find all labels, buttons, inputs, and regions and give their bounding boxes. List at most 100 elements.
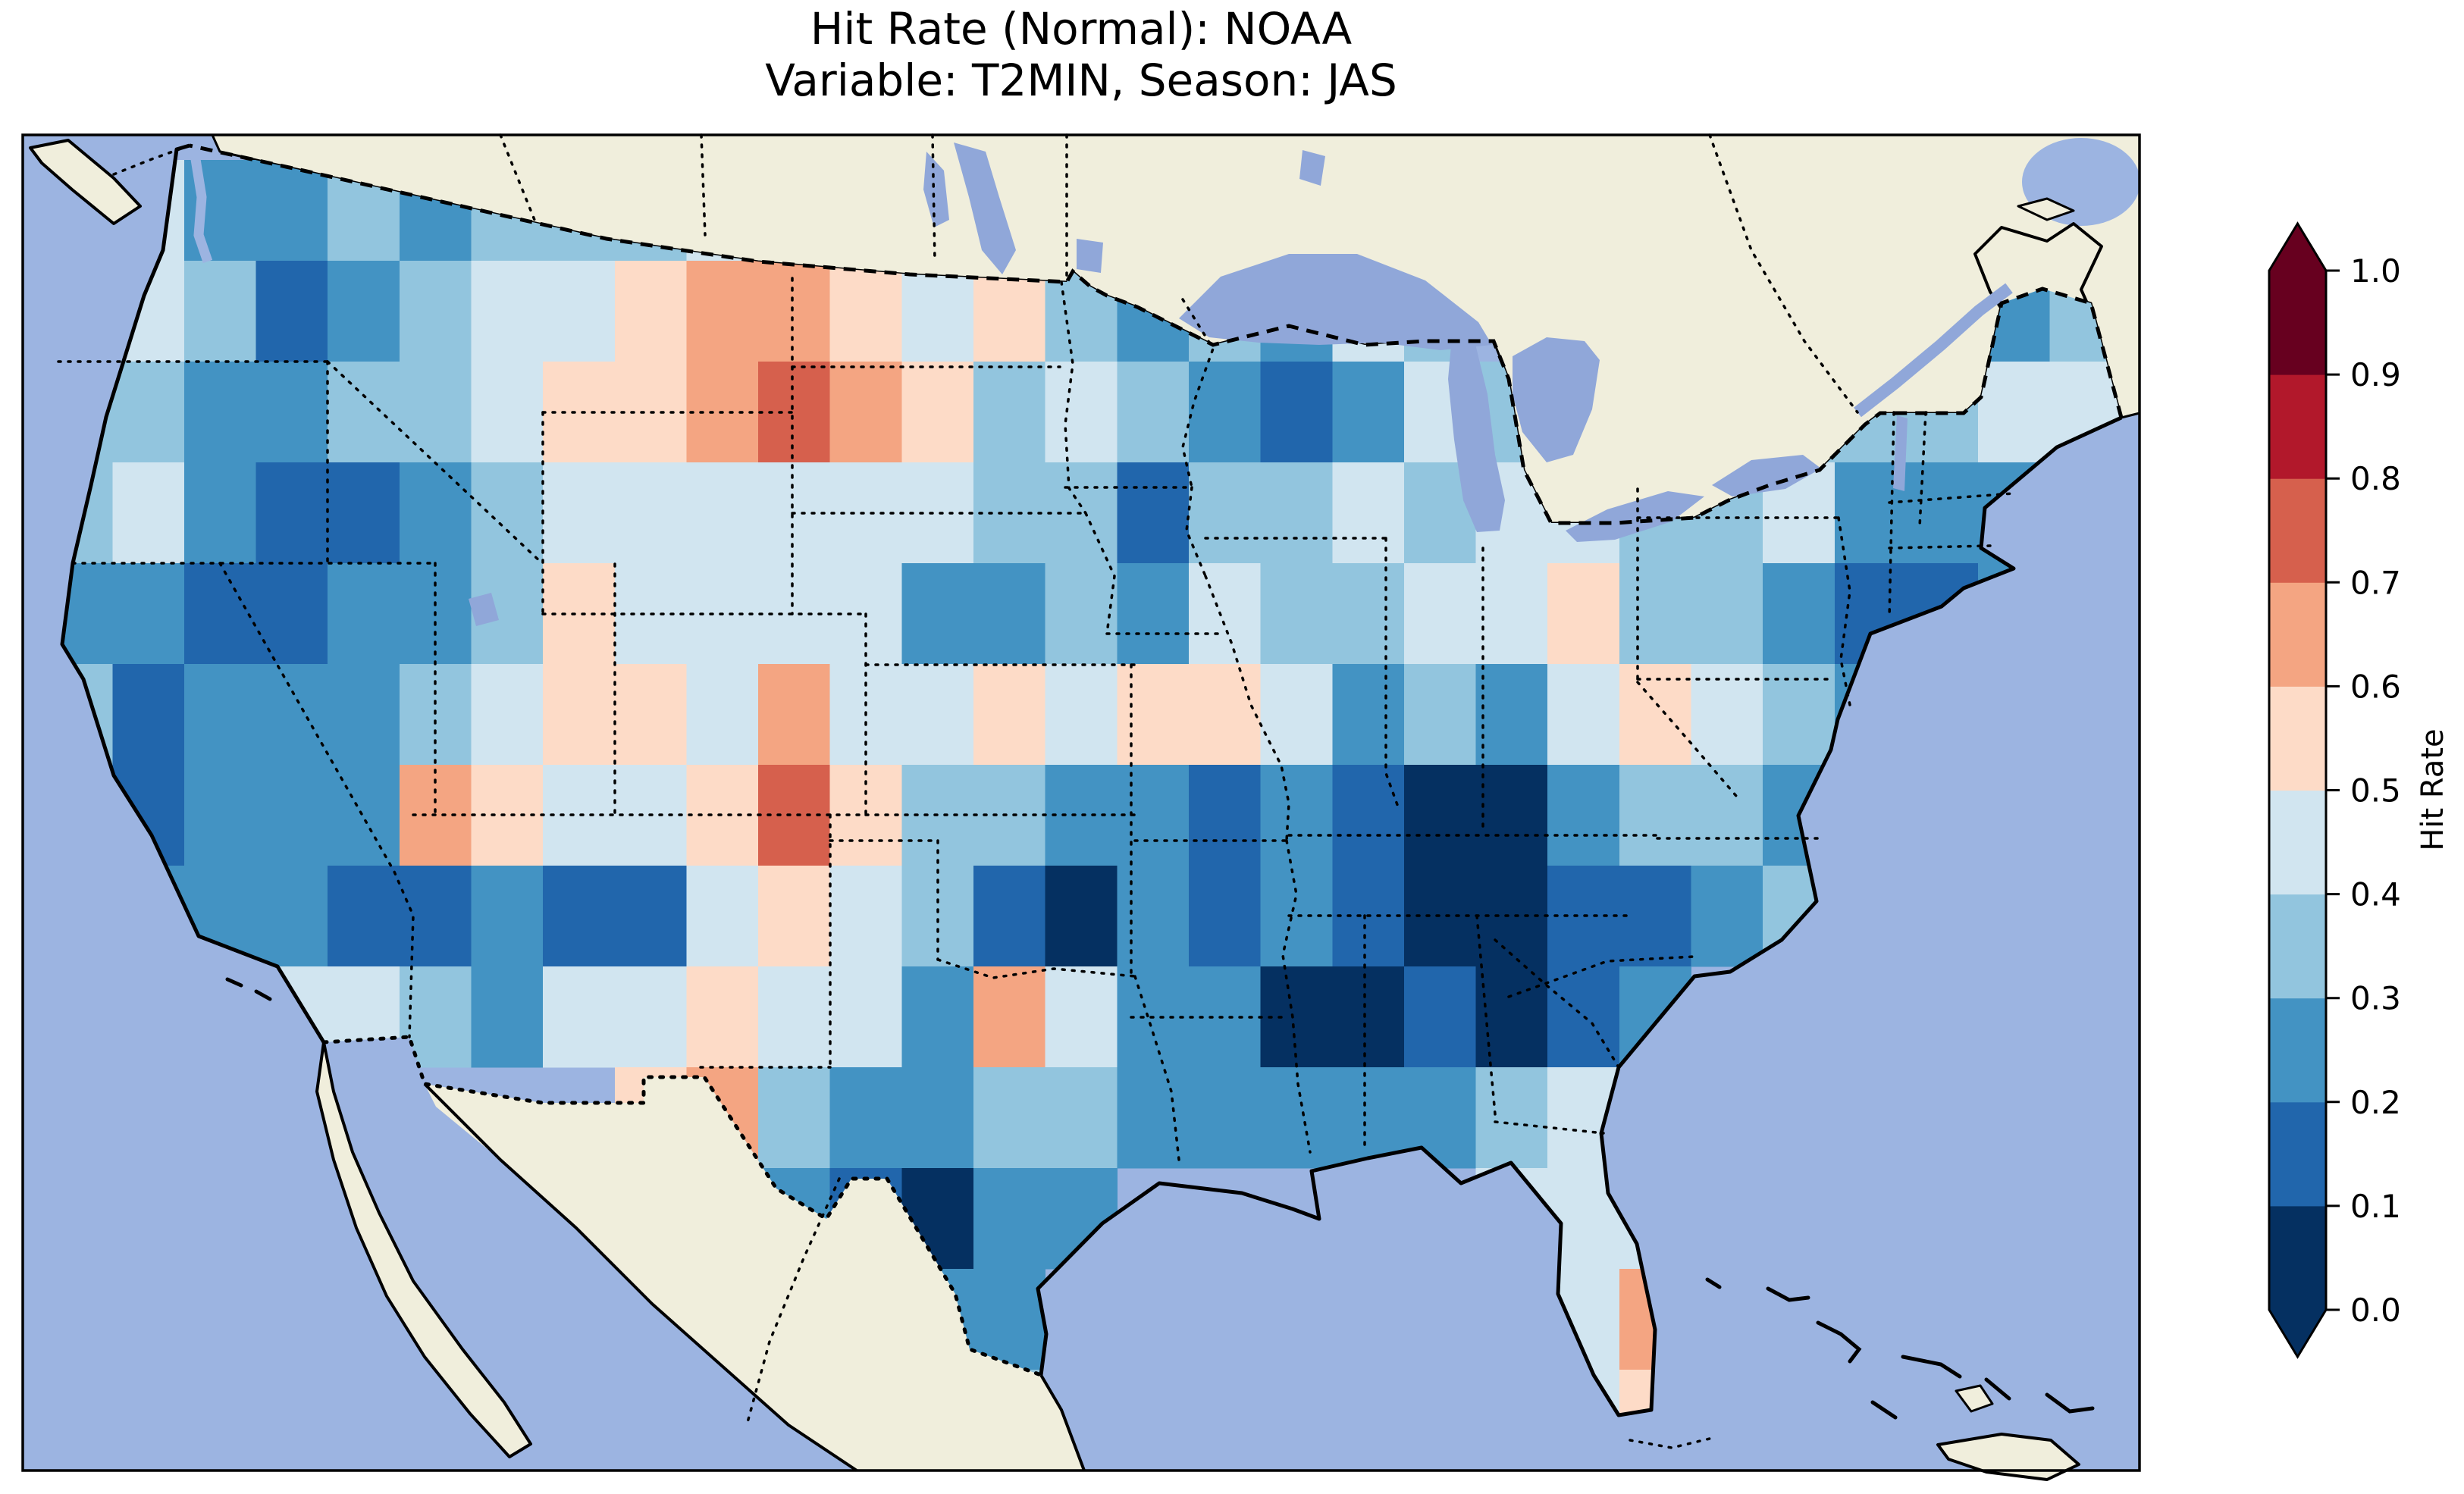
grid-cell bbox=[686, 664, 759, 766]
grid-cell bbox=[471, 966, 544, 1068]
grid-cell bbox=[973, 563, 1046, 665]
grid-cell bbox=[1117, 664, 1190, 766]
grid-cell bbox=[829, 966, 902, 1068]
lake-winnipegosis bbox=[923, 152, 949, 227]
baja-peninsula bbox=[315, 1041, 532, 1458]
grid-cell bbox=[255, 362, 328, 463]
colorbar-segment bbox=[2269, 582, 2326, 687]
grid-cell bbox=[1691, 563, 1763, 665]
grid-cell bbox=[328, 563, 400, 665]
state-border-line bbox=[1888, 544, 1992, 550]
grid-cell bbox=[1475, 966, 1548, 1068]
grid-cell bbox=[1045, 966, 1118, 1068]
us-canada-border bbox=[189, 143, 2124, 525]
grid-cell bbox=[973, 664, 1046, 766]
grid-cell bbox=[614, 866, 687, 967]
grid-cell bbox=[829, 362, 902, 463]
state-border-line bbox=[1060, 280, 1087, 515]
cuba bbox=[1936, 1433, 2080, 1481]
state-border-line bbox=[1837, 516, 1851, 706]
colorbar-segment bbox=[2269, 374, 2326, 479]
colorbar-tick-label: 0.0 bbox=[2350, 1292, 2401, 1329]
state-border-line bbox=[1494, 1120, 1605, 1135]
grid-cell bbox=[471, 664, 544, 766]
grid-cell bbox=[973, 362, 1046, 463]
lake-woods bbox=[1077, 239, 1103, 273]
grid-cell bbox=[1045, 563, 1118, 665]
mexico-gulf-coastline bbox=[1039, 1373, 1086, 1471]
grid-cell bbox=[183, 765, 257, 866]
us-atlantic-gulf-coastline bbox=[1036, 415, 2123, 1417]
grid-cell bbox=[973, 1067, 1046, 1169]
grid-cell bbox=[1763, 664, 1835, 766]
grid-cell bbox=[399, 362, 472, 463]
mexico-land bbox=[324, 1037, 1084, 1471]
state-border-line bbox=[1384, 537, 1401, 813]
grid-cell bbox=[1188, 462, 1262, 564]
grid-cell bbox=[1117, 866, 1190, 967]
island-outline bbox=[2045, 1392, 2095, 1414]
lake-saltlake bbox=[469, 593, 499, 626]
grid-cell bbox=[543, 462, 616, 564]
grid-cell bbox=[1188, 563, 1262, 665]
grid-cell bbox=[686, 866, 759, 967]
colorbar-segment bbox=[2269, 998, 2326, 1103]
colorbar-tick-label: 0.4 bbox=[2350, 876, 2401, 913]
island-outline bbox=[1766, 1286, 1810, 1302]
island-outline bbox=[254, 989, 272, 1001]
grid-cell bbox=[255, 664, 328, 766]
grid-cell bbox=[183, 462, 257, 564]
colorbar-tick-label: 0.6 bbox=[2350, 668, 2401, 705]
lake-nipigon bbox=[1299, 150, 1325, 186]
grid-cell bbox=[543, 261, 616, 362]
lake-ontario bbox=[1712, 455, 1821, 496]
colorbar-tick-label: 0.3 bbox=[2350, 980, 2401, 1017]
grid-cell bbox=[1403, 664, 1477, 766]
grid-cell bbox=[1619, 664, 1691, 766]
prince-edward-island bbox=[2017, 197, 2075, 221]
grid-cell bbox=[1763, 563, 1835, 665]
grid-cell bbox=[471, 261, 544, 362]
grid-cell bbox=[328, 664, 400, 766]
grid-cell bbox=[1403, 765, 1477, 866]
grid-cell bbox=[901, 966, 974, 1068]
grid-cell bbox=[1332, 966, 1405, 1068]
island-outline bbox=[1816, 1320, 1862, 1364]
grid-cell bbox=[1260, 462, 1333, 564]
state-border-line bbox=[1281, 839, 1312, 1154]
grid-cell bbox=[1547, 563, 1620, 665]
grid-cell bbox=[758, 261, 831, 362]
island-outlines bbox=[225, 977, 2095, 1420]
vancouver-island bbox=[29, 139, 142, 225]
island-outline bbox=[1984, 1377, 2011, 1401]
grid-cell bbox=[1691, 866, 1763, 967]
grid-cell bbox=[255, 866, 328, 967]
puget-sound bbox=[190, 158, 213, 264]
lake-michigan bbox=[1448, 337, 1505, 532]
grid-cell bbox=[112, 664, 185, 766]
colorbar-segment bbox=[2269, 271, 2326, 375]
grid-cell bbox=[1045, 664, 1118, 766]
state-border-line bbox=[1204, 575, 1290, 842]
grid-cell bbox=[686, 261, 759, 362]
grid-cell bbox=[471, 462, 544, 564]
grid-cell bbox=[255, 563, 328, 665]
grid-cell bbox=[328, 866, 400, 967]
grid-cell bbox=[1691, 765, 1763, 866]
island-outline bbox=[1705, 1277, 1722, 1289]
grid-cell bbox=[328, 765, 400, 866]
state-border-line bbox=[1918, 411, 1927, 528]
state-border-line bbox=[1133, 975, 1180, 1161]
grid-cell bbox=[758, 1067, 831, 1169]
colorbar-tick-label: 0.2 bbox=[2350, 1084, 2401, 1121]
grid-cell bbox=[183, 563, 257, 665]
grid-cell bbox=[1045, 866, 1118, 967]
grid-cell bbox=[1045, 1067, 1118, 1169]
grid-cell bbox=[1188, 664, 1262, 766]
grid-cell bbox=[183, 261, 257, 362]
island-outline bbox=[1901, 1355, 1962, 1379]
lake-winnipeg bbox=[954, 143, 1016, 274]
colorbar-under-arrow bbox=[2269, 1310, 2326, 1357]
grid-cell bbox=[1045, 362, 1118, 463]
grid-cell bbox=[1403, 966, 1477, 1068]
